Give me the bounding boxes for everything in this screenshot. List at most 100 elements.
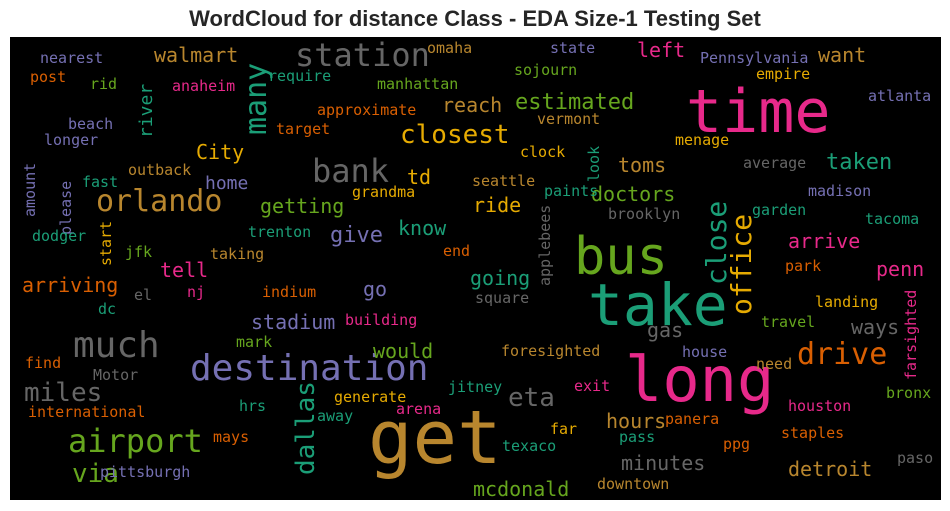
word-empire: empire — [756, 65, 811, 83]
word-brooklyn: brooklyn — [608, 205, 681, 223]
word-taking: taking — [210, 245, 265, 263]
word-take: take — [588, 271, 728, 339]
word-garden: garden — [752, 201, 807, 219]
word-dallas: dallas — [291, 381, 321, 475]
word-madison: madison — [808, 182, 872, 200]
word-td: td — [407, 165, 432, 189]
word-landing: landing — [815, 293, 879, 311]
word-target: target — [276, 120, 331, 138]
word-closest: closest — [400, 120, 510, 150]
word-orlando: orlando — [96, 184, 223, 219]
word-get: get — [368, 395, 502, 481]
word-outback: outback — [128, 161, 192, 179]
word-atlanta: atlanta — [868, 87, 932, 105]
word-taken: taken — [826, 150, 893, 175]
word-staples: staples — [781, 424, 845, 442]
word-eta: eta — [508, 383, 555, 413]
word-el: el — [134, 286, 153, 304]
word-downtown: downtown — [597, 475, 670, 493]
word-dc: dc — [98, 300, 117, 318]
word-park: park — [785, 257, 822, 275]
word-dodger: dodger — [32, 227, 87, 245]
chart-title: WordCloud for distance Class - EDA Size-… — [189, 6, 761, 31]
word-tell: tell — [160, 258, 209, 282]
word-long: long — [625, 343, 775, 416]
word-nearest: nearest — [40, 49, 104, 67]
word-farsighted: farsighted — [902, 289, 920, 380]
word-pennsylvania: Pennsylvania — [700, 49, 809, 67]
word-bus: bus — [574, 227, 668, 287]
word-want: want — [818, 43, 867, 67]
word-clock: clock — [520, 143, 566, 161]
word-detroit: detroit — [788, 457, 873, 481]
word-vermont: vermont — [537, 110, 601, 128]
word-hrs: hrs — [239, 397, 267, 415]
word-post: post — [30, 68, 67, 86]
word-pittsburgh: pittsburgh — [100, 463, 191, 481]
word-nj: nj — [187, 283, 206, 301]
word-ways: ways — [851, 315, 900, 339]
word-omaha: omaha — [427, 39, 473, 57]
word-manhattan: manhattan — [377, 75, 459, 93]
word-anaheim: anaheim — [172, 77, 236, 95]
word-rid: rid — [90, 75, 118, 93]
word-sojourn: sojourn — [514, 61, 578, 79]
word-doctors: doctors — [591, 182, 676, 206]
word-city: City — [196, 140, 245, 164]
word-getting: getting — [260, 194, 345, 218]
word-going: going — [470, 266, 531, 290]
word-look: look — [585, 145, 603, 182]
word-generate: generate — [334, 388, 407, 406]
word-give: give — [330, 223, 383, 248]
word-state: state — [550, 39, 596, 57]
word-ride: ride — [473, 193, 522, 217]
word-much: much — [73, 325, 160, 366]
word-arriving: arriving — [22, 273, 119, 297]
word-longer: longer — [44, 131, 99, 149]
word-paints: paints — [544, 182, 599, 200]
word-bronx: bronx — [886, 384, 932, 402]
word-far: far — [550, 420, 578, 438]
word-river: river — [136, 83, 157, 138]
word-know: know — [398, 216, 447, 240]
word-texaco: texaco — [502, 437, 557, 455]
word-arena: arena — [396, 400, 442, 418]
word-indium: indium — [262, 283, 317, 301]
word-would: would — [373, 339, 434, 363]
word-pass: pass — [619, 428, 656, 446]
word-find: find — [25, 354, 62, 372]
word-miles: miles — [24, 378, 103, 408]
word-panera: panera — [665, 410, 720, 428]
word-toms: toms — [618, 153, 667, 177]
word-start: start — [97, 220, 115, 266]
word-require: require — [268, 67, 332, 85]
word-mays: mays — [213, 428, 250, 446]
word-building: building — [345, 311, 418, 329]
word-close: close — [700, 200, 733, 285]
word-gas: gas — [647, 318, 684, 342]
word-exit: exit — [574, 377, 611, 395]
word-need: need — [756, 355, 793, 373]
word-travel: travel — [761, 313, 816, 331]
word-ppg: ppg — [723, 435, 751, 453]
word-amount: amount — [21, 162, 39, 217]
word-average: average — [743, 154, 807, 172]
wordcloud-canvas: get long take time bus destination much station… — [10, 37, 941, 500]
word-penn: penn — [876, 257, 925, 281]
word-home: home — [205, 173, 249, 194]
word-left: left — [637, 38, 686, 62]
word-beach: beach — [68, 115, 114, 133]
word-minutes: minutes — [621, 451, 706, 475]
word-jfk: jfk — [125, 243, 153, 261]
word-estimated: estimated — [515, 90, 635, 115]
word-fast: fast — [82, 173, 119, 191]
word-menage: menage — [675, 131, 730, 149]
word-stadium: stadium — [251, 310, 336, 334]
word-station: station — [295, 37, 430, 74]
word-motor: Motor — [93, 366, 139, 384]
word-destination: destination — [190, 348, 429, 389]
word-tacoma: tacoma — [865, 210, 920, 228]
word-away: away — [317, 407, 354, 425]
word-grandma: grandma — [352, 183, 416, 201]
word-arrive: arrive — [788, 229, 861, 253]
